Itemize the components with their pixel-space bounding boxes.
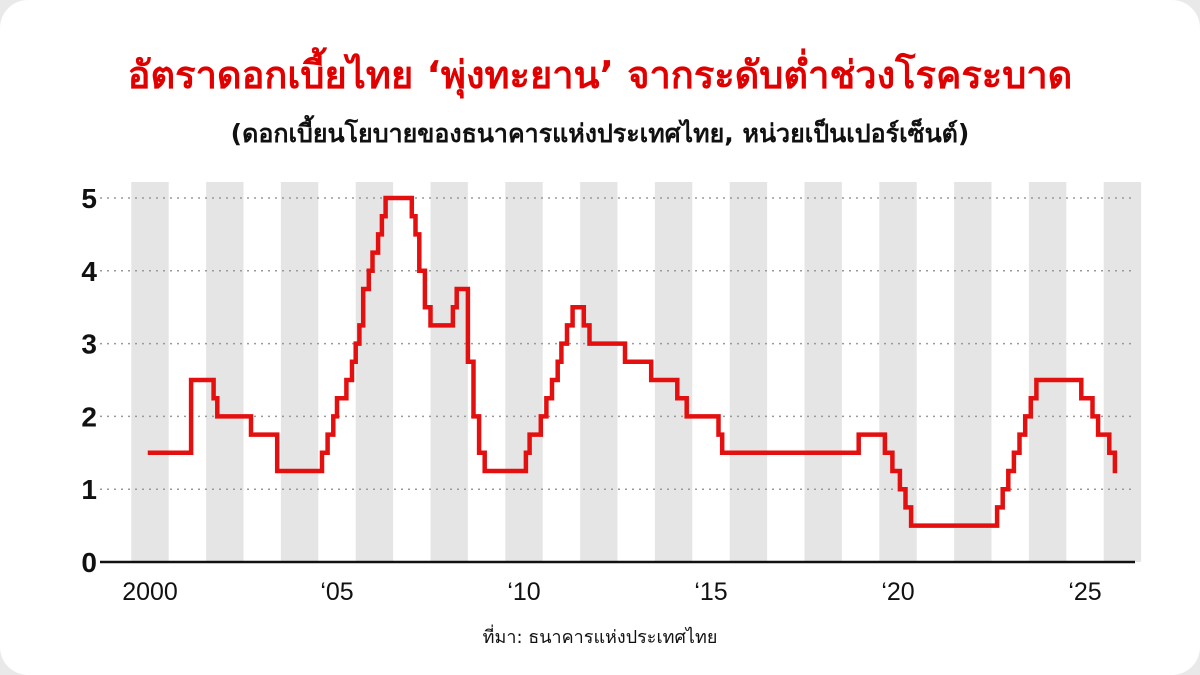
x-tick-label: ‘05 [320, 578, 353, 606]
year-band [1103, 182, 1142, 562]
y-axis-ticks: 0 1 2 3 4 5 [81, 183, 97, 578]
x-axis-ticks: 2000 ‘05 ‘10 ‘15 ‘20 ‘25 [122, 578, 1102, 606]
year-band [505, 182, 543, 562]
year-band [430, 182, 468, 562]
year-band [879, 182, 917, 562]
x-tick-label: ‘20 [881, 578, 914, 606]
year-band [206, 182, 244, 562]
x-tick-label: ‘10 [507, 578, 540, 606]
y-tick-label: 4 [81, 256, 97, 287]
x-tick-label: ‘25 [1068, 578, 1101, 606]
source-note: ที่มา: ธนาคารแห่งประเทศไทย [482, 627, 718, 648]
year-band [580, 182, 618, 562]
y-tick-label: 2 [81, 401, 97, 432]
year-band [729, 182, 768, 562]
year-band [1028, 182, 1067, 562]
year-bands [131, 182, 1142, 562]
y-tick-label: 5 [81, 183, 97, 214]
year-band [280, 182, 319, 562]
year-band [954, 182, 992, 562]
year-band [654, 182, 693, 562]
y-tick-label: 0 [81, 547, 97, 578]
series-layer [147, 195, 1118, 528]
y-tick-label: 1 [81, 474, 97, 505]
x-tick-label: 2000 [122, 578, 178, 606]
y-tick-label: 3 [81, 329, 97, 360]
policy-rate-line [147, 195, 1118, 528]
gridlines [100, 197, 1135, 564]
chart-title: อัตราดอกเบี้ยไทย ‘พุ่งทะยาน’ จากระดับต่ำ… [127, 53, 1073, 97]
x-tick-label: ‘15 [694, 578, 727, 606]
year-band [355, 182, 394, 562]
year-band [131, 182, 169, 562]
year-band [804, 182, 842, 562]
chart-subtitle: (ดอกเบี้ยนโยบายของธนาคารแห่งประเทศไทย, ห… [230, 119, 970, 148]
